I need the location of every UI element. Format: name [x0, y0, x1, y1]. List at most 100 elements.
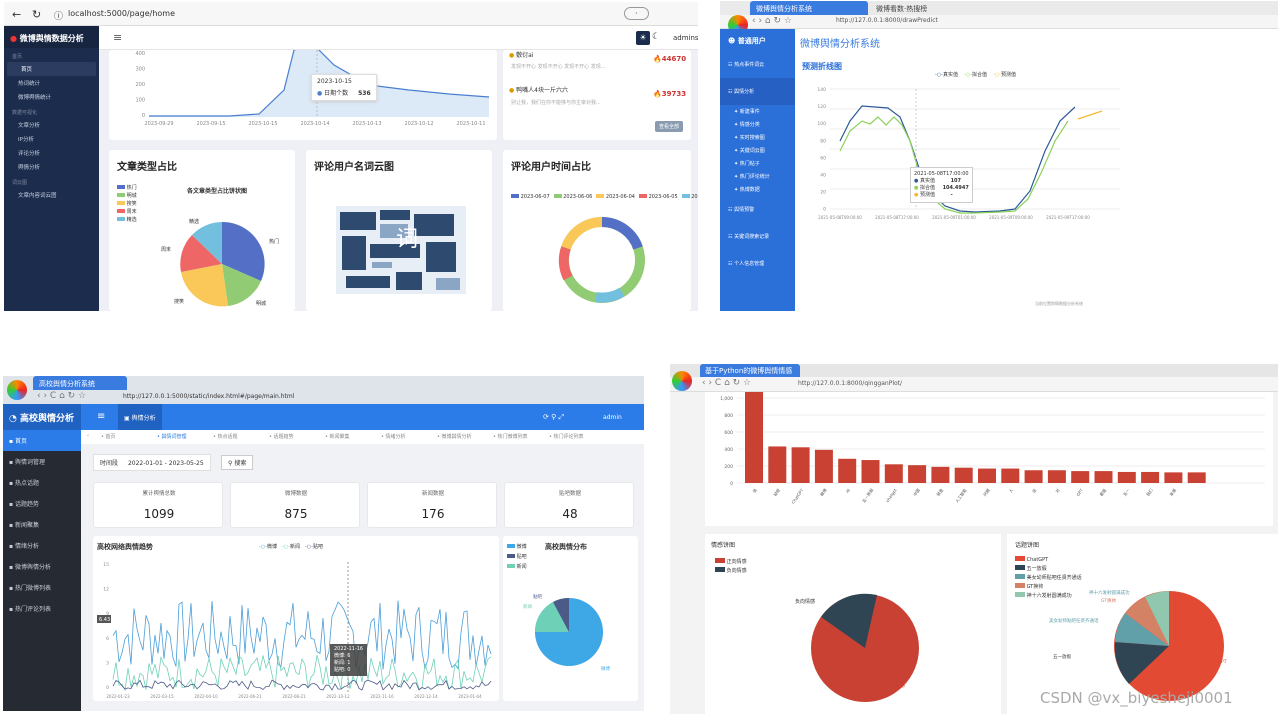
legend-item[interactable]: 精选: [117, 216, 137, 224]
bar[interactable]: [1071, 471, 1090, 483]
sidebar-item[interactable]: ☷ 关键词搜索记录: [728, 234, 770, 240]
sidebar-item[interactable]: ▪ 话题趋势: [9, 501, 39, 508]
sidebar-item[interactable]: ☷ 热点事件词云: [728, 62, 765, 68]
sidebar-item[interactable]: ▪ 微博舆情分析: [9, 564, 51, 571]
bar[interactable]: [1187, 472, 1206, 483]
address-bar[interactable]: localhost:5000/page/home: [68, 9, 176, 18]
user-row-1[interactable]: ● 敷衍ai: [509, 52, 534, 59]
sidebar-item[interactable]: 舆情分析: [4, 160, 99, 174]
sidebar-item[interactable]: ✦ 关键词云图: [734, 148, 765, 154]
bar[interactable]: [768, 446, 787, 483]
sidebar-item[interactable]: ✦ 热门帖子: [734, 161, 760, 167]
sub-tab[interactable]: • 情绪分析: [381, 434, 406, 440]
legend-item[interactable]: ChatGPT: [1015, 556, 1082, 565]
user-name[interactable]: admin: [603, 414, 622, 421]
bar[interactable]: [931, 466, 950, 483]
sidebar-item[interactable]: 文章内容词云图: [4, 188, 99, 202]
bar[interactable]: [1164, 472, 1183, 483]
legend-item[interactable]: 贴吧: [507, 552, 527, 562]
bar[interactable]: [1094, 471, 1113, 483]
sub-tab[interactable]: • 新闻聚集: [325, 434, 350, 440]
sub-tab[interactable]: • 首页: [101, 434, 116, 440]
legend-item[interactable]: -○-微博: [259, 544, 277, 550]
legend-item[interactable]: 五一放假: [1015, 565, 1082, 574]
search-button[interactable]: ⚲ 搜索: [221, 455, 254, 470]
menu-icon[interactable]: ≡: [113, 31, 123, 44]
sidebar-item[interactable]: ✦ 热门评论统计: [734, 174, 770, 180]
bar[interactable]: [1141, 471, 1160, 483]
sidebar-item[interactable]: 评论分析: [4, 146, 99, 160]
legend-item[interactable]: 美女幼师贴吧任贤齐通话: [1015, 574, 1082, 583]
sidebar-item[interactable]: ☷ 舆情预警: [728, 207, 755, 213]
sidebar-item[interactable]: ▪ 首页: [3, 430, 81, 451]
tab-active[interactable]: 高校舆情分析系统: [33, 376, 127, 390]
sidebar-item[interactable]: ▪ 热门评论列表: [9, 606, 51, 613]
bar[interactable]: [978, 468, 996, 483]
legend-item[interactable]: GT换帅: [1015, 583, 1082, 592]
bar[interactable]: [954, 467, 973, 483]
legend-item[interactable]: -○-真实值: [935, 72, 958, 78]
legend-item[interactable]: 搜笑: [117, 200, 137, 208]
bar[interactable]: [838, 458, 857, 483]
sidebar-item[interactable]: ☷ 个人信息管理: [728, 261, 765, 267]
legend-item[interactable]: -○-预测值: [993, 72, 1016, 78]
user-name[interactable]: admins: [673, 34, 698, 42]
sidebar-item[interactable]: ✦ 情感分类: [734, 122, 760, 128]
legend-item[interactable]: 明城: [117, 192, 137, 200]
bar[interactable]: [1024, 470, 1043, 483]
sidebar-item[interactable]: ✦ 热博数据: [734, 187, 760, 193]
date-range[interactable]: 时间段 2022-01-01 - 2023-05-25: [93, 454, 211, 471]
sidebar-item[interactable]: ▪ 舆情词管理: [9, 459, 45, 466]
user-row-2[interactable]: ● 鸭嘴人4块一斤六六: [509, 87, 568, 94]
sidebar-item[interactable]: 文章分析: [4, 118, 99, 132]
sidebar-item[interactable]: 热词统计: [4, 76, 99, 90]
sidebar-item[interactable]: ▪ 热门微博列表: [9, 585, 51, 592]
sub-tab[interactable]: • 热点话题: [213, 434, 238, 440]
sub-tab[interactable]: • 舆情词管理: [157, 434, 187, 440]
tab-active[interactable]: 基于Python的微博舆情情感分析: [700, 364, 800, 385]
legend-item[interactable]: 热门: [117, 184, 137, 192]
sub-tab[interactable]: • 热门微博列表: [493, 434, 528, 440]
reload-icon[interactable]: ↻: [32, 8, 42, 21]
legend-item[interactable]: -○-新闻: [282, 544, 300, 550]
sidebar-item[interactable]: ✦ 新建事件: [734, 109, 760, 115]
top-tab[interactable]: ▣ 舆情分析: [118, 404, 162, 430]
back-icon[interactable]: ←: [12, 8, 22, 21]
legend-item[interactable]: 新闻: [507, 562, 527, 572]
sub-tab[interactable]: • 微博舆情分析: [437, 434, 472, 440]
legend-item[interactable]: 神十六发射圆满成功: [1015, 592, 1082, 601]
tab-active[interactable]: 微博舆情分析系统: [750, 1, 868, 15]
legend-item[interactable]: 2023-06-04: [596, 194, 635, 200]
bar[interactable]: [745, 392, 763, 483]
sub-tab[interactable]: • 话题趋势: [269, 434, 294, 440]
bar[interactable]: [1047, 470, 1066, 483]
legend-item[interactable]: 2023-06-05: [638, 194, 678, 200]
bar[interactable]: [884, 464, 903, 483]
sidebar-item[interactable]: ▪ 新闻聚集: [9, 522, 39, 529]
legend-item[interactable]: -○-贴吧: [305, 544, 323, 550]
bar[interactable]: [861, 460, 880, 483]
sidebar-item[interactable]: 首页: [7, 62, 96, 76]
sun-icon[interactable]: ☀: [636, 31, 650, 45]
sidebar-item[interactable]: 微博舆情统计: [4, 90, 99, 104]
legend-item[interactable]: 2023-06-06: [553, 194, 592, 200]
header-icons[interactable]: ⟳ ⚲ ⤢: [543, 413, 565, 421]
legend-item[interactable]: 周末: [117, 208, 137, 216]
menu-icon[interactable]: ≡: [97, 411, 106, 422]
nav-icons[interactable]: ‹ › C ⌂ ↻ ☆: [37, 391, 87, 401]
sidebar-item[interactable]: ▪ 情绪分析: [9, 543, 39, 550]
address-bar[interactable]: http://127.0.0.1:8000/qingganPlot/: [798, 380, 903, 387]
profile-button[interactable]: ·: [624, 7, 649, 20]
nav-icons[interactable]: ‹ › ⌂ ↻ ☆: [752, 16, 792, 26]
legend-item[interactable]: 2023: [681, 194, 698, 200]
bar[interactable]: [814, 449, 833, 483]
view-all-button[interactable]: 查看全部: [655, 121, 684, 132]
tab-2[interactable]: 微博看数·热搜榜: [870, 1, 933, 15]
sub-tab[interactable]: • 热门评论列表: [549, 434, 584, 440]
address-bar[interactable]: http://127.0.0.1:5000/static/index.html#…: [123, 393, 295, 400]
moon-icon[interactable]: ☾: [652, 32, 661, 42]
bar[interactable]: [908, 465, 927, 483]
sidebar-item[interactable]: ✦ 实时搜索图: [734, 135, 765, 141]
bar[interactable]: [791, 447, 810, 483]
legend-item[interactable]: -○-拟合值: [964, 72, 987, 78]
